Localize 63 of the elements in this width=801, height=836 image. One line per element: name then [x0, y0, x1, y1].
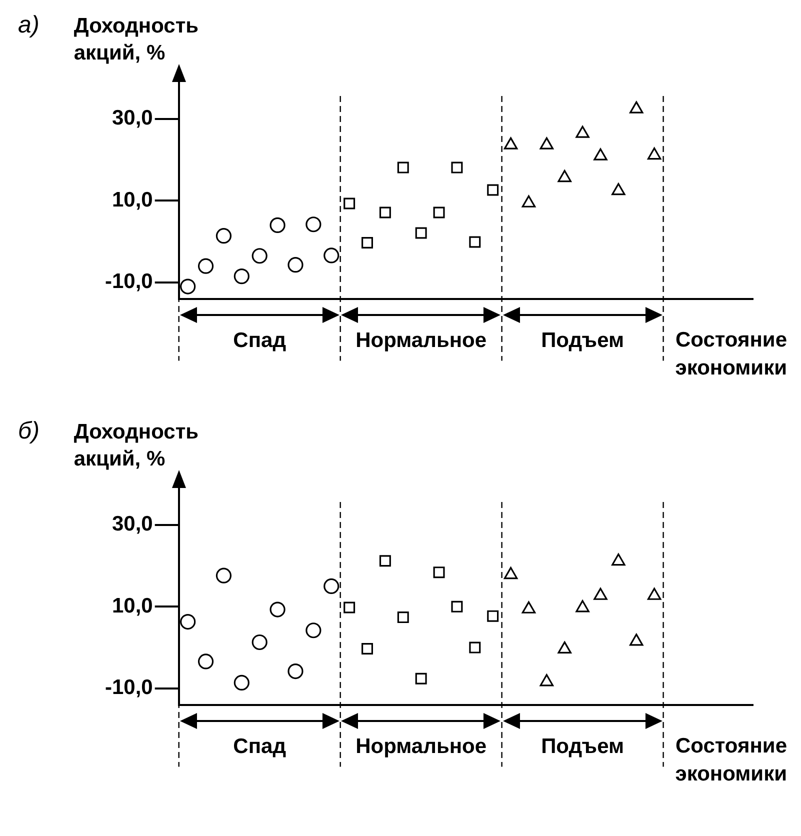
y-tick-label: 30,0 [112, 106, 153, 130]
point [451, 600, 463, 612]
x-axis-title: Состояние экономики [675, 734, 787, 786]
point [344, 602, 356, 614]
point [647, 147, 662, 160]
point [270, 217, 286, 233]
point [252, 634, 268, 650]
point [234, 268, 250, 284]
y-tick-label: 10,0 [112, 188, 153, 212]
point [234, 674, 250, 691]
point [397, 612, 409, 624]
point [451, 162, 463, 174]
point [288, 663, 304, 680]
point [270, 602, 286, 618]
point [198, 654, 214, 670]
point [558, 170, 572, 182]
x-tick-label: Спад [233, 735, 286, 758]
x-tick-label: Подъем [541, 735, 624, 758]
point [198, 258, 214, 274]
point [306, 216, 322, 232]
x-tick-label: Нормальное [356, 735, 487, 758]
point [594, 148, 608, 160]
point [324, 578, 340, 594]
point [630, 101, 644, 114]
x-tick-label: Нормальное [356, 329, 487, 352]
chart-title: б) [18, 418, 40, 445]
point [487, 184, 499, 196]
point [379, 206, 391, 218]
point [306, 622, 322, 638]
y-tick-label: -10,0 [104, 676, 153, 700]
point [362, 643, 374, 655]
point [216, 568, 232, 584]
point [433, 566, 445, 578]
point [469, 236, 481, 248]
chart-title: а) [18, 12, 40, 39]
point [288, 257, 304, 273]
y-axis-title: Доходность акций, % [74, 14, 199, 64]
point [324, 248, 340, 264]
y-tick-label: -10,0 [104, 270, 153, 294]
point [522, 195, 536, 208]
y-tick-label: 30,0 [112, 512, 153, 536]
point [540, 137, 554, 150]
y-tick-label: 10,0 [112, 594, 153, 618]
point [415, 672, 427, 684]
x-axis-title: Состояние экономики [675, 328, 787, 380]
point [362, 237, 374, 249]
y-axis-title: Доходность акций, % [74, 420, 199, 470]
point [415, 227, 427, 239]
point [612, 183, 626, 196]
point [469, 642, 481, 654]
point [216, 228, 232, 244]
point [180, 278, 196, 294]
point [344, 198, 356, 210]
point [504, 137, 518, 150]
x-tick-label: Спад [233, 329, 286, 352]
point [379, 555, 391, 567]
x-tick-label: Подъем [541, 329, 624, 352]
point [252, 248, 268, 264]
point [397, 162, 409, 174]
point [487, 610, 499, 622]
point [433, 206, 445, 218]
point [576, 126, 590, 138]
point [180, 614, 196, 630]
